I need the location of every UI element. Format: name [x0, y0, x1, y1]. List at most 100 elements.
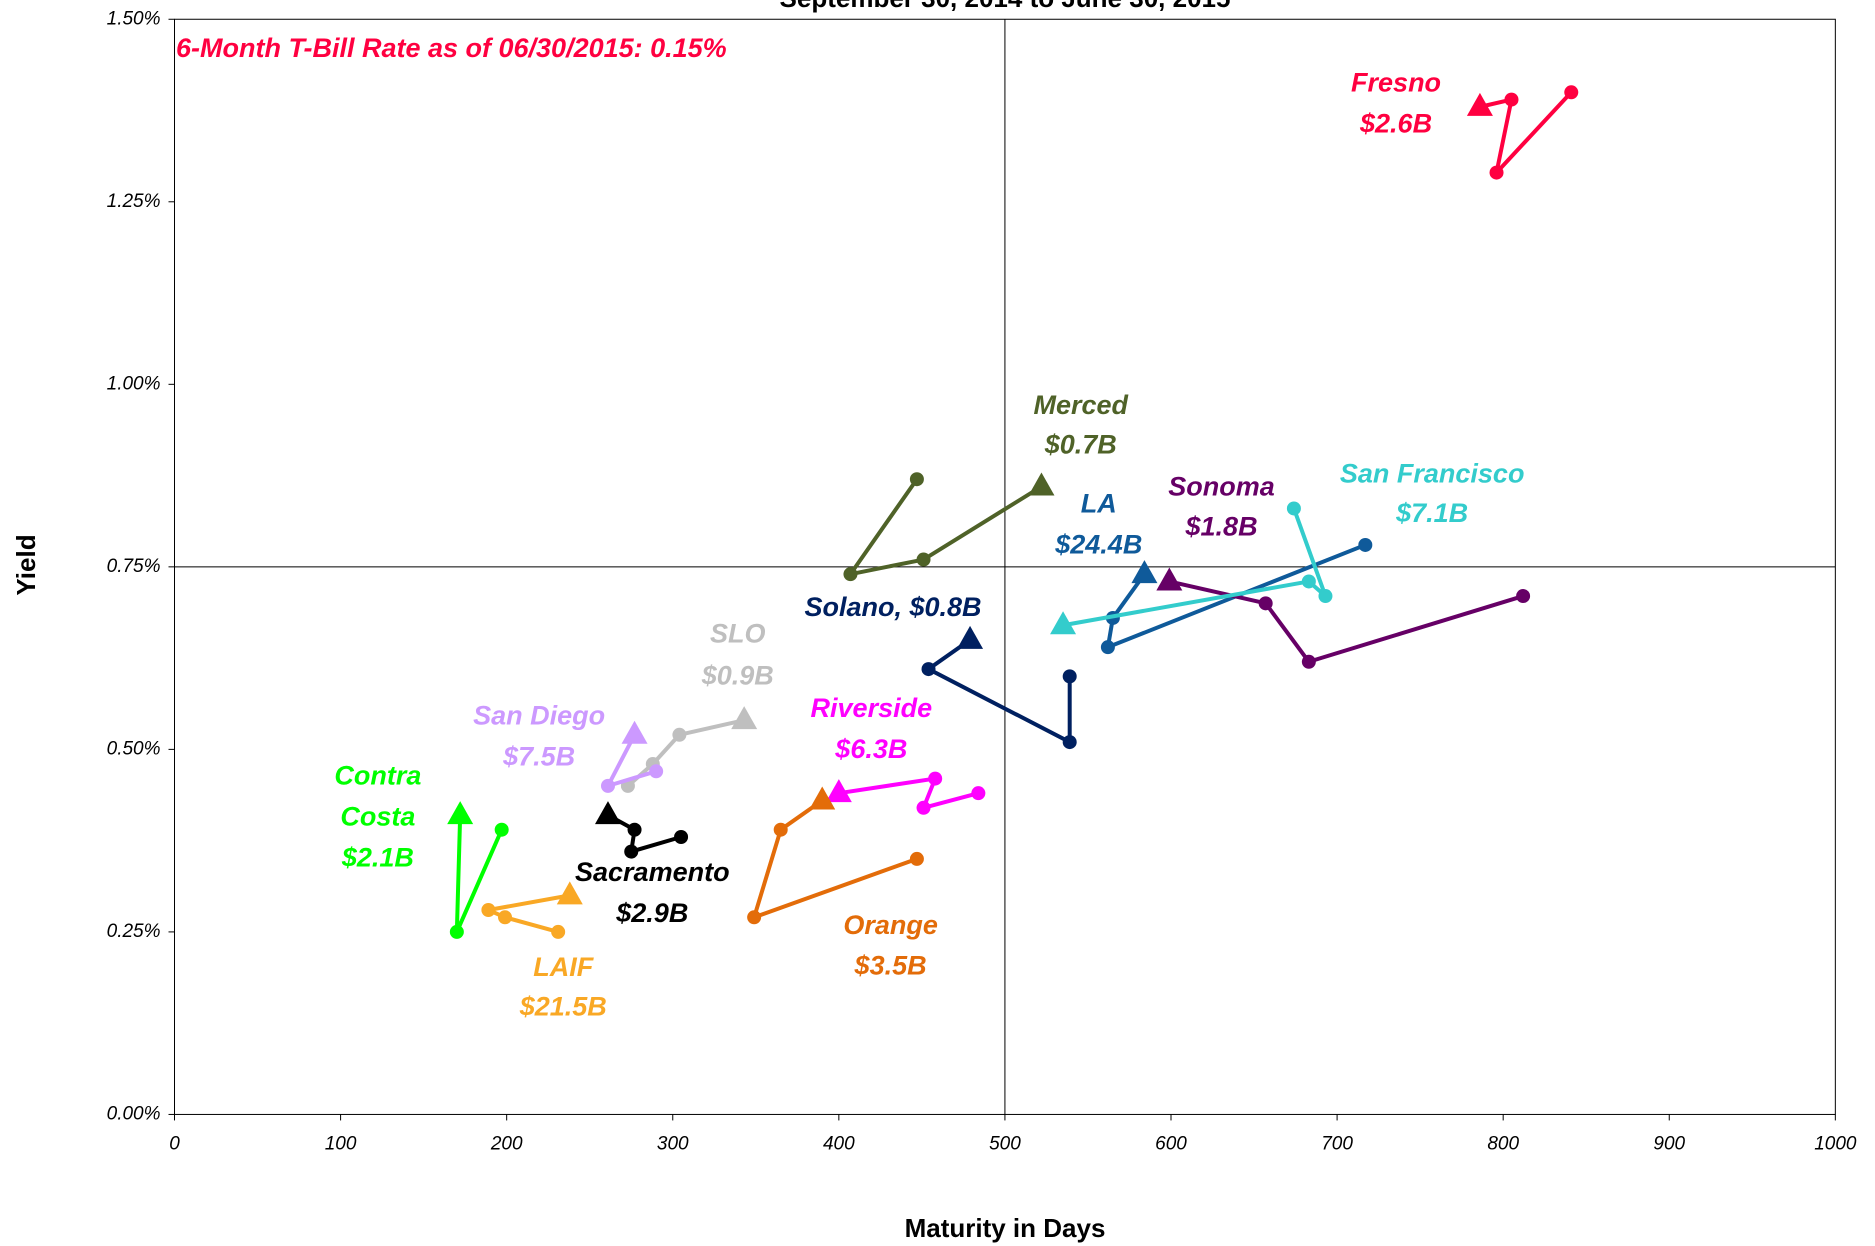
series-label: Fresno — [1351, 67, 1441, 97]
point-triangle — [1466, 92, 1493, 116]
series-line — [1168, 579, 1524, 664]
x-tick-label: 1000 — [1814, 1133, 1857, 1154]
x-tick-label: 400 — [823, 1133, 855, 1154]
x-tick-label: 300 — [657, 1133, 689, 1154]
x-tick-label: 200 — [490, 1133, 523, 1154]
x-tick-label: 800 — [1487, 1133, 1519, 1154]
series-line — [1479, 90, 1573, 175]
x-tick-label: 900 — [1653, 1133, 1685, 1154]
point-triangle — [957, 625, 984, 649]
point-triangle — [809, 786, 836, 810]
point — [921, 662, 936, 677]
x-tick-label: 0 — [169, 1133, 180, 1154]
point — [1062, 735, 1077, 750]
series-label: $0.9B — [701, 661, 774, 691]
series-label: $3.5B — [854, 951, 927, 981]
x-tick-label: 500 — [989, 1133, 1021, 1154]
point-triangle — [447, 801, 474, 825]
point — [916, 552, 931, 567]
point — [971, 786, 986, 801]
series-label: LA — [1081, 489, 1117, 519]
y-tick-label: 0.75% — [107, 556, 161, 577]
point — [498, 910, 513, 925]
point — [449, 924, 464, 939]
x-axis-title: Maturity in Days — [905, 1213, 1106, 1243]
point — [1564, 85, 1579, 100]
point — [1516, 589, 1531, 604]
point-triangle — [731, 706, 758, 730]
point — [909, 851, 924, 866]
point — [928, 771, 943, 786]
chart-title: September 30, 2014 to June 30, 2015 — [780, 0, 1231, 13]
series-label: $7.5B — [502, 741, 575, 771]
series-label: $0.7B — [1044, 430, 1117, 460]
y-tick-label: 1.25% — [107, 191, 161, 212]
point — [1258, 596, 1273, 611]
series-label: $24.4B — [1054, 530, 1142, 560]
series-label: Solano, $0.8B — [804, 592, 981, 622]
series-label: Costa — [340, 802, 415, 832]
point-triangle — [621, 720, 648, 744]
y-tick-label: 1.50% — [107, 8, 161, 29]
point — [1301, 574, 1316, 589]
point — [674, 829, 689, 844]
y-tick-label: 0.50% — [107, 738, 161, 759]
series-label: $2.1B — [341, 842, 414, 872]
series-label: LAIF — [533, 952, 594, 982]
x-tick-label: 100 — [325, 1133, 357, 1154]
point-triangle — [1050, 611, 1077, 635]
annotation: 6-Month T-Bill Rate as of 06/30/2015: 0.… — [176, 33, 727, 63]
series-label: Orange — [843, 910, 938, 940]
x-tick-label: 600 — [1155, 1133, 1187, 1154]
series-label: $6.3B — [834, 734, 907, 764]
series-label: SLO — [710, 619, 766, 649]
point-triangle — [1028, 472, 1055, 496]
y-tick-label: 0.25% — [107, 921, 161, 942]
series-label: San Diego — [473, 700, 605, 730]
series-label: $2.6B — [1359, 108, 1432, 138]
point — [773, 822, 788, 837]
series-label: $2.9B — [615, 898, 688, 928]
point — [627, 822, 642, 837]
point — [1286, 501, 1301, 516]
series-label: $1.8B — [1185, 511, 1258, 541]
point — [494, 822, 509, 837]
point-triangle — [1156, 567, 1183, 591]
point — [1504, 92, 1519, 107]
point — [600, 778, 615, 793]
point — [1062, 669, 1077, 684]
point — [1100, 640, 1115, 655]
point — [624, 844, 639, 859]
point — [672, 727, 687, 742]
point — [747, 910, 762, 925]
series-label: $7.1B — [1395, 498, 1468, 528]
point — [551, 924, 566, 939]
point — [1301, 654, 1316, 669]
point — [649, 764, 664, 779]
series-line — [838, 776, 979, 810]
point — [909, 472, 924, 487]
y-axis-title: Yield — [11, 534, 41, 595]
y-tick-label: 0.00% — [107, 1103, 161, 1124]
x-tick-label: 700 — [1321, 1133, 1353, 1154]
series-label: Sonoma — [1168, 472, 1275, 502]
series-label: Sacramento — [575, 857, 730, 887]
point-triangle — [1131, 560, 1158, 584]
series-line — [752, 798, 918, 920]
point-triangle — [594, 801, 621, 825]
point — [916, 800, 931, 815]
series-line — [848, 478, 1043, 577]
y-tick-label: 1.00% — [107, 373, 161, 394]
point-triangle — [556, 881, 583, 905]
series-label: Contra — [334, 761, 421, 791]
series-label: Merced — [1033, 390, 1128, 420]
series-label: $21.5B — [519, 992, 607, 1022]
point — [481, 903, 496, 918]
series-line — [1062, 507, 1328, 628]
series-line — [607, 813, 682, 854]
series-line — [486, 893, 571, 934]
point — [1358, 537, 1373, 552]
point — [1489, 165, 1504, 180]
